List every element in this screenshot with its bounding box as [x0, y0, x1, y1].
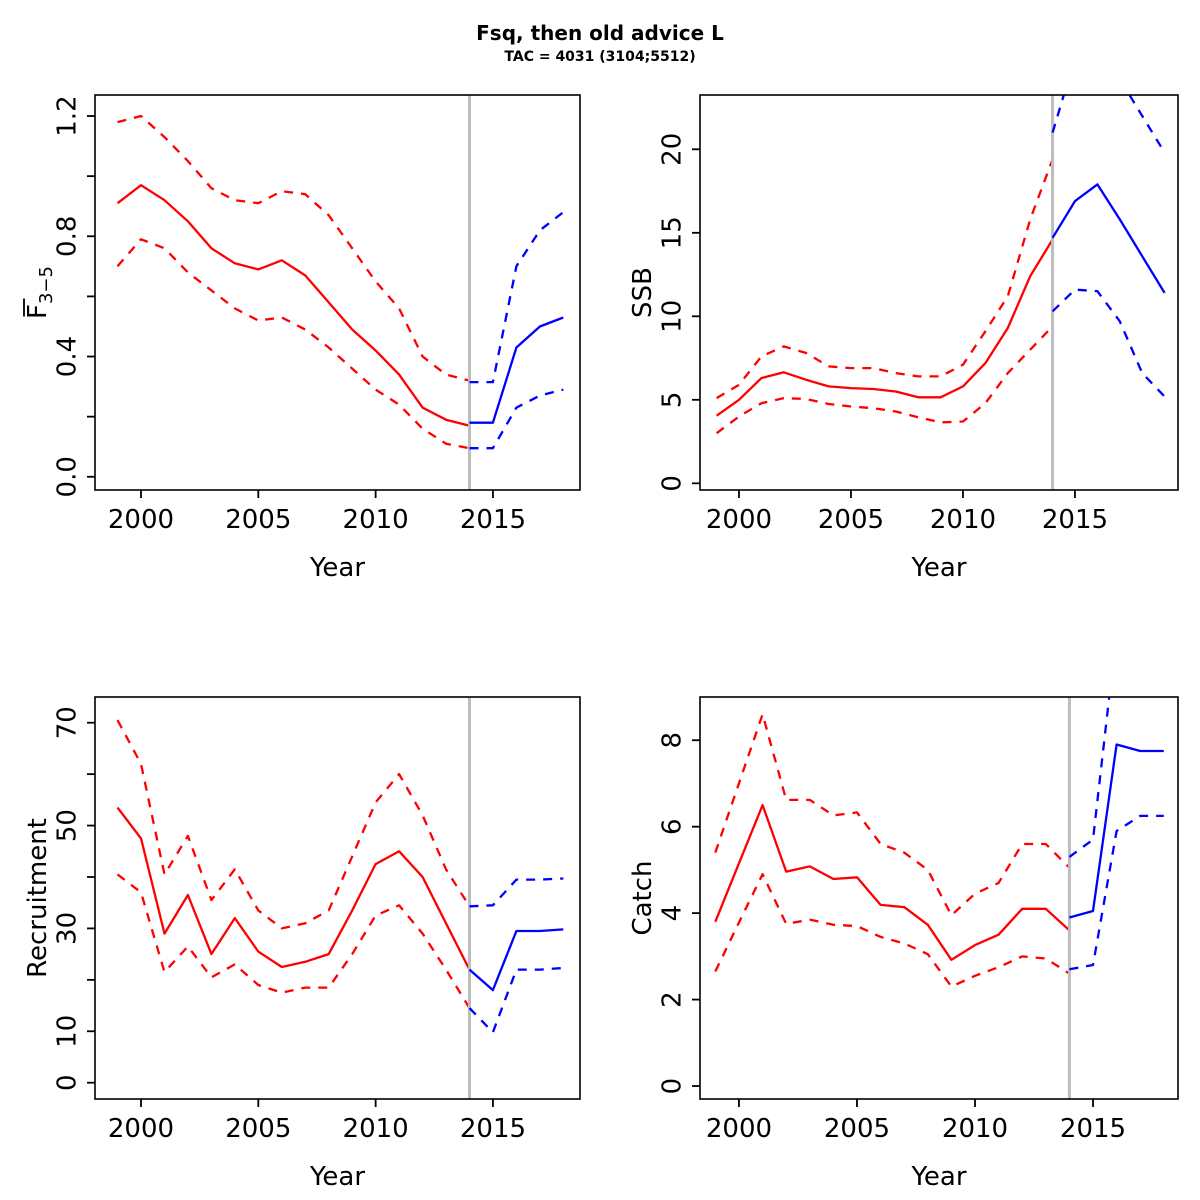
x-axis-title: Year — [309, 553, 365, 583]
y-axis: 0.0 0.4 0.8 1.2 F3−5 — [23, 95, 95, 497]
x-axis: 2000 2005 2010 2015 Year — [108, 1099, 526, 1192]
historical-upper-ci — [714, 713, 1071, 917]
y-tick-label: 2 — [658, 991, 688, 1008]
y-tick-label: 8 — [658, 732, 688, 749]
y-tick-label: 0 — [53, 1074, 83, 1091]
svg-text:Recruitment: Recruitment — [23, 818, 53, 978]
projection-lower-ci — [1051, 288, 1166, 398]
y-tick-label: 30 — [53, 912, 83, 945]
historical-lower-ci — [116, 873, 471, 1009]
y-tick-label: 50 — [53, 809, 83, 842]
y-axis: 0 5 10 15 20 SSB — [628, 133, 700, 492]
y-tick-label: 0.4 — [53, 336, 83, 377]
x-tick-label: 2005 — [225, 505, 291, 535]
y-tick-label: 6 — [658, 818, 688, 835]
projection-median — [1069, 743, 1164, 919]
svg-text:Catch: Catch — [628, 860, 658, 935]
projection-median — [1051, 183, 1166, 294]
y-axis: 0 10 30 50 70 Recruitment — [23, 706, 95, 1091]
x-axis-title: Year — [910, 1162, 966, 1192]
fbar-panel-chart: 2000 2005 2010 2015 Year 0.0 0.4 0.8 1.2 F3−5 — [23, 94, 581, 583]
x-tick-label: 2015 — [460, 1114, 526, 1144]
projection-median — [469, 316, 564, 424]
historical-median — [116, 184, 470, 427]
figure-title: Fsq, then old advice L — [476, 21, 724, 45]
plot-area — [715, 95, 1166, 490]
x-axis-title: Year — [910, 553, 966, 583]
historical-lower-ci — [714, 873, 1071, 988]
x-tick-label: 2010 — [343, 505, 409, 535]
y-axis: 0 2 4 6 8 Catch — [628, 732, 700, 1094]
figure-subtitle: TAC = 4031 (3104;5512) — [504, 49, 696, 65]
plot-box — [94, 94, 581, 491]
historical-median — [116, 806, 471, 971]
x-tick-label: 2000 — [108, 1114, 174, 1144]
y-tick-label: 0.8 — [53, 216, 83, 257]
projection-upper-ci — [469, 877, 564, 908]
x-tick-label: 2000 — [706, 1114, 772, 1144]
projection-lower-ci — [469, 388, 564, 450]
historical-upper-ci — [116, 719, 471, 930]
plot-box — [699, 94, 1179, 491]
x-tick-label: 2010 — [930, 505, 996, 535]
x-tick-label: 2015 — [1042, 505, 1108, 535]
svg-text:SSB: SSB — [628, 267, 658, 318]
x-tick-label: 2010 — [343, 1114, 409, 1144]
x-tick-label: 2015 — [460, 505, 526, 535]
y-tick-label: 5 — [658, 392, 688, 409]
y-tick-label: 10 — [53, 1015, 83, 1048]
x-axis: 2000 2005 2010 2015 Year — [706, 490, 1108, 583]
x-axis: 2000 2005 2010 2015 Year — [108, 490, 526, 583]
x-tick-label: 2005 — [824, 1114, 890, 1144]
x-axis: 2000 2005 2010 2015 Year — [706, 1099, 1126, 1192]
y-tick-label: 20 — [658, 133, 688, 166]
projection-upper-ci — [469, 211, 565, 384]
y-axis-title: Recruitment — [23, 818, 53, 978]
y-tick-label: 0.0 — [53, 456, 83, 497]
x-tick-label: 2005 — [818, 505, 884, 535]
historical-upper-ci — [117, 114, 470, 382]
y-tick-label: 1.2 — [53, 95, 83, 136]
y-axis-title: F3−5 — [23, 266, 57, 319]
y-tick-label: 70 — [53, 706, 83, 739]
historical-median — [715, 238, 1054, 417]
x-tick-label: 2005 — [225, 1114, 291, 1144]
plot-area — [116, 697, 564, 1099]
historical-lower-ci — [715, 325, 1054, 435]
projection-lower-ci — [468, 966, 564, 1034]
projection-upper-ci — [1051, 95, 1166, 154]
y-axis-title: Catch — [628, 860, 658, 935]
historical-median — [714, 803, 1071, 961]
plot-area — [714, 697, 1164, 1099]
x-axis-title: Year — [309, 1162, 365, 1192]
projection-upper-ci — [1068, 697, 1111, 858]
x-tick-label: 2015 — [1060, 1114, 1126, 1144]
plot-area — [116, 95, 565, 490]
plot-box — [699, 696, 1179, 1100]
plot-box — [94, 696, 581, 1100]
y-tick-label: 4 — [658, 905, 688, 922]
x-tick-label: 2000 — [108, 505, 174, 535]
x-tick-label: 2000 — [706, 505, 772, 535]
ssb-panel-chart: 2000 2005 2010 2015 Year 0 5 10 15 20 SSB — [628, 94, 1179, 583]
y-tick-label: 10 — [658, 300, 688, 333]
historical-upper-ci — [716, 158, 1054, 400]
recruitment-panel-chart: 2000 2005 2010 2015 Year 0 10 30 50 70 Recruitment — [23, 696, 581, 1192]
y-tick-label: 0 — [658, 1078, 688, 1095]
y-tick-label: 0 — [658, 475, 688, 492]
x-tick-label: 2010 — [942, 1114, 1008, 1144]
y-tick-label: 15 — [658, 216, 688, 249]
catch-panel-chart: 2000 2005 2010 2015 Year 0 2 4 6 8 Catch — [628, 696, 1179, 1192]
projection-lower-ci — [1069, 814, 1164, 971]
y-axis-title: SSB — [628, 267, 658, 318]
projection-median — [468, 928, 564, 992]
svg-text:F3−5: F3−5 — [23, 266, 57, 319]
